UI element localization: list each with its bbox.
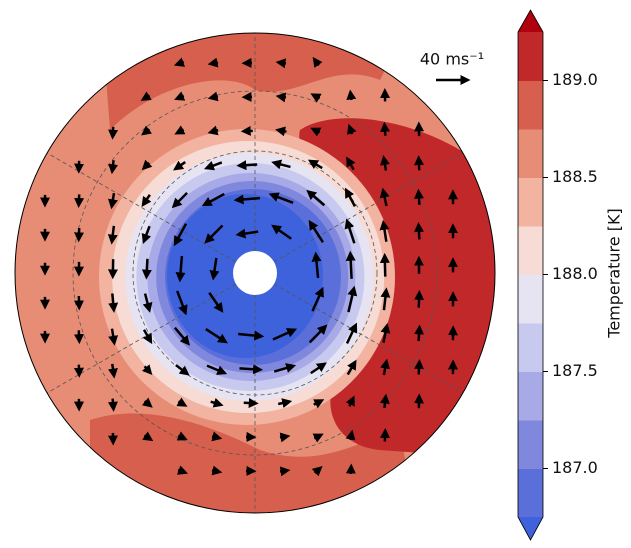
colorbar-band: [518, 372, 543, 421]
wind-arrow: [280, 130, 287, 131]
colorbar-band: [518, 81, 543, 130]
wind-arrow: [112, 226, 114, 240]
wind-arrow: [147, 259, 148, 275]
wind-arrow: [112, 160, 113, 170]
wind-arrow: [212, 130, 218, 132]
wind-arrow: [419, 329, 420, 341]
colorbar-band: [518, 178, 543, 227]
colorbar-extend-under: [518, 517, 543, 540]
colorbar-band: [518, 32, 543, 81]
colorbar-tick-label: 187.0: [552, 458, 598, 477]
colorbar-band: [518, 420, 543, 469]
wind-arrow: [385, 126, 386, 135]
wind-arrow: [419, 294, 420, 307]
colorbar-label: Temperature [K]: [605, 208, 624, 338]
wind-arrow: [238, 198, 260, 200]
pole-hole: [233, 251, 277, 295]
wind-arrow: [212, 96, 218, 97]
colorbar-band: [518, 129, 543, 178]
wind-arrow: [112, 364, 114, 374]
wind-arrow: [212, 62, 218, 63]
wind-arrow: [350, 255, 351, 279]
colorbar-tick-label: 189.0: [552, 70, 598, 89]
colorbar-tick-label: 188.0: [552, 264, 598, 283]
colorbar-band: [518, 275, 543, 324]
wind-arrow: [350, 434, 351, 440]
colorbar-extend-over: [518, 10, 543, 32]
wind-arrow: [113, 399, 114, 408]
wind-arrow: [212, 436, 218, 437]
wind-arrow: [280, 471, 286, 472]
wind-arrow: [241, 165, 257, 166]
wind-arrow: [351, 94, 352, 100]
colorbar-band: [518, 323, 543, 372]
wind-arrow: [419, 227, 420, 240]
wind-arrow: [180, 256, 182, 278]
wind-arrow: [280, 97, 286, 98]
wind-arrow: [419, 193, 420, 205]
wind-arrow: [280, 436, 286, 437]
colorbar-tick-label: 187.5: [552, 361, 598, 380]
colorbar-tick-label: 188.5: [552, 167, 598, 186]
wind-arrow: [280, 63, 286, 64]
wind-arrow: [384, 398, 385, 408]
wind-arrow: [419, 363, 420, 374]
colorbar-band: [518, 469, 543, 518]
colorbar-band: [518, 226, 543, 275]
wind-arrow: [112, 294, 113, 309]
wind-arrow: [239, 368, 258, 369]
vector-key-label: 40 ms⁻¹: [420, 50, 484, 69]
wind-arrow: [212, 470, 218, 471]
